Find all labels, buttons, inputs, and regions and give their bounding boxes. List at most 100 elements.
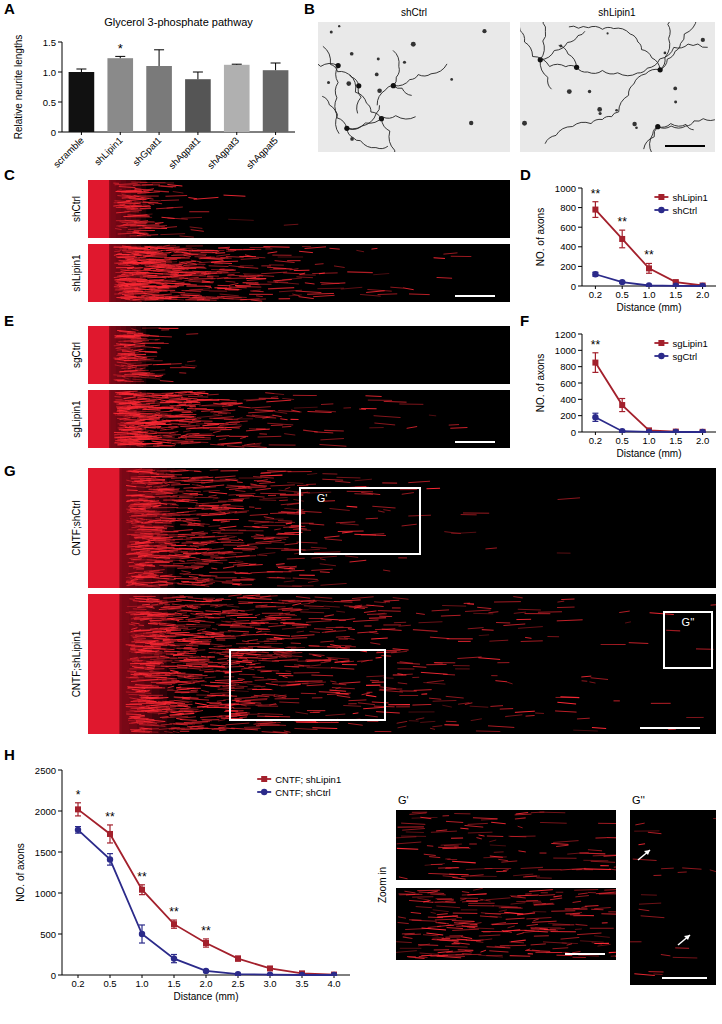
fiber (226, 256, 244, 258)
fiber (138, 529, 162, 531)
fiber (160, 234, 185, 235)
fiber (172, 441, 193, 443)
fiber (293, 499, 304, 501)
fiber (209, 290, 227, 291)
debris (588, 90, 591, 93)
fiber (156, 268, 181, 269)
neurite (347, 116, 416, 129)
fiber (133, 411, 156, 412)
fiber (252, 415, 268, 417)
fiber (147, 234, 158, 236)
fiber (188, 524, 204, 526)
fiber (183, 264, 197, 266)
error-cap (592, 372, 598, 373)
fiber (118, 227, 127, 228)
fiber (188, 396, 208, 398)
image-label: sgCtrl (71, 342, 82, 368)
fiber (115, 365, 124, 367)
y-tick (578, 286, 582, 287)
fiber (149, 246, 163, 247)
micrograph-bg (88, 326, 510, 384)
debris (350, 52, 354, 56)
fiber (325, 539, 342, 540)
y-tick-label: 600 (560, 222, 576, 233)
fiber (128, 198, 144, 199)
fiber (306, 484, 316, 485)
neurite (660, 22, 672, 70)
fiber (292, 294, 299, 296)
error-bar (592, 202, 598, 218)
fiber (278, 256, 303, 257)
fiber (213, 414, 222, 416)
fiber (133, 263, 146, 264)
fiber (176, 404, 200, 406)
fiber (133, 253, 156, 255)
fiber (168, 265, 182, 266)
fiber (269, 264, 284, 265)
fiber (133, 285, 157, 286)
fiber (124, 373, 147, 374)
fiber (117, 256, 135, 257)
fiber (122, 351, 135, 352)
fiber (278, 520, 292, 522)
x-tick (159, 132, 160, 135)
fiber (133, 567, 144, 569)
fiber (255, 488, 270, 490)
fiber (221, 403, 243, 404)
fiber (138, 429, 144, 430)
fiber (123, 291, 146, 292)
neurite (660, 22, 715, 70)
fiber (163, 499, 189, 500)
fiber (284, 543, 297, 544)
fiber (262, 525, 286, 526)
fiber (116, 191, 143, 193)
fiber (173, 563, 195, 564)
fiber (150, 370, 165, 371)
micrograph-bg (520, 22, 715, 152)
fiber (175, 391, 193, 393)
debris (338, 25, 340, 27)
fiber (131, 329, 138, 331)
fiber (197, 416, 220, 418)
fiber (123, 429, 146, 431)
fiber (126, 277, 145, 279)
error-cap (193, 72, 203, 73)
soma (391, 83, 396, 88)
fiber (151, 492, 165, 493)
fiber (226, 421, 248, 423)
error-cap (619, 230, 625, 231)
bar (107, 58, 133, 132)
fiber (182, 291, 202, 292)
fiber (142, 409, 159, 410)
y-axis (582, 188, 583, 286)
fiber (243, 256, 265, 258)
plot-area (69, 50, 289, 132)
debris (615, 109, 618, 112)
marker (673, 429, 679, 433)
error-cap (592, 413, 598, 414)
x-tick (197, 132, 198, 135)
fiber (118, 203, 141, 204)
fiber (134, 480, 155, 481)
fiber (336, 521, 355, 523)
fiber (213, 431, 221, 433)
fiber (186, 245, 203, 246)
significance: ** (591, 338, 601, 352)
fiber (384, 401, 407, 403)
fiber (137, 418, 159, 419)
fiber (202, 554, 214, 555)
y-tick (58, 102, 62, 103)
fiber (151, 289, 176, 290)
fiber (165, 257, 185, 259)
fiber (255, 508, 261, 509)
fiber (213, 417, 234, 419)
fiber (126, 422, 153, 423)
fiber (181, 366, 194, 368)
fiber (197, 249, 207, 251)
fiber (124, 394, 149, 395)
x-tick-label: 1.5 (669, 435, 682, 446)
fiber (123, 252, 149, 253)
fiber (321, 403, 333, 405)
fiber (115, 336, 140, 338)
fiber (275, 281, 288, 282)
